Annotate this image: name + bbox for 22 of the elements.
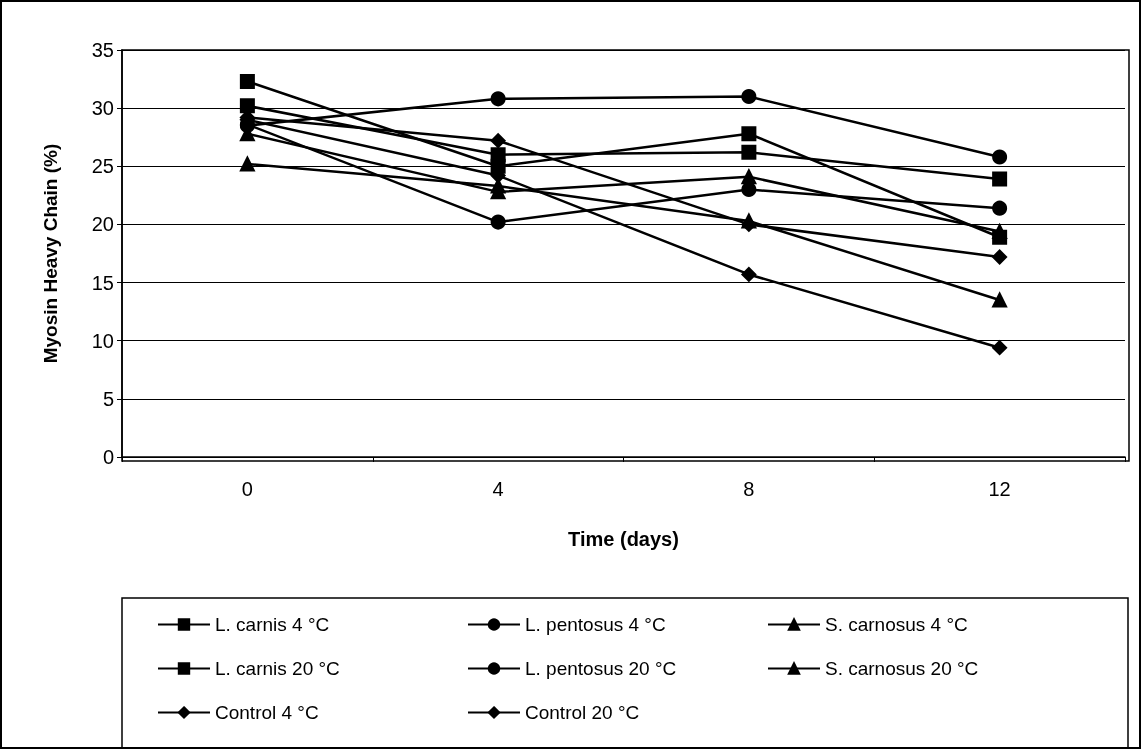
y-axis-title: Myosin Heavy Chain (%): [40, 143, 61, 364]
x-tick-label: 4: [492, 478, 504, 500]
y-tick-label: 30: [91, 97, 114, 120]
y-tick-label: 0: [102, 446, 114, 468]
legend-label: L. pentosus 4 °C: [525, 614, 666, 635]
x-axis-title: Time (days): [568, 528, 679, 550]
x-tick-label: 0: [241, 478, 253, 500]
y-tick-label: 35: [91, 39, 114, 61]
legend-label: Control 20 °C: [525, 702, 640, 723]
legend-label: S. carnosus 20 °C: [825, 658, 979, 679]
y-tick-label: 10: [91, 329, 114, 352]
y-tick-label: 25: [91, 155, 114, 178]
y-tick-label: 20: [91, 213, 114, 236]
x-tick-label: 12: [988, 478, 1011, 500]
legend-label: L. carnis 20 °C: [215, 658, 340, 679]
legend-label: S. carnosus 4 °C: [825, 614, 968, 635]
y-tick-label: 5: [102, 387, 114, 410]
legend-label: Control 4 °C: [215, 702, 319, 723]
legend-label: L. carnis 4 °C: [215, 614, 330, 635]
x-tick-label: 8: [743, 478, 755, 500]
y-tick-label: 15: [91, 271, 114, 294]
legend-label: L. pentosus 20 °C: [525, 658, 677, 679]
